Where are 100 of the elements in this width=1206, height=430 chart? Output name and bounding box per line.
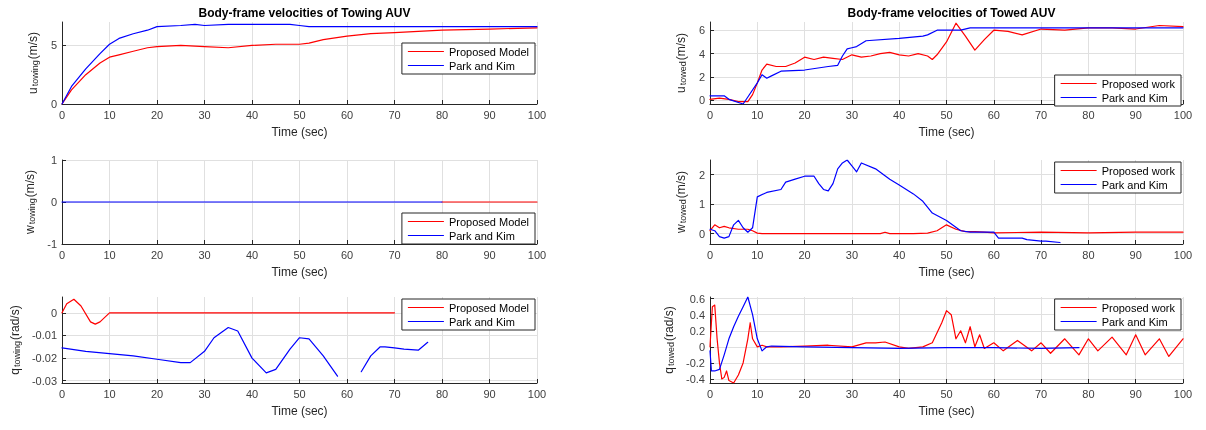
x-tick-label: 60 bbox=[340, 248, 354, 261]
legend-label: Proposed work bbox=[1101, 77, 1176, 90]
x-axis-title: Time (sec) bbox=[271, 265, 328, 279]
x-tick-label: 80 bbox=[435, 387, 449, 400]
y-tick-label: -0.02 bbox=[31, 352, 57, 365]
y-tick-label: 6 bbox=[698, 24, 705, 37]
x-tick-label: 10 bbox=[751, 248, 764, 261]
y-tick-label: 0 bbox=[50, 98, 57, 110]
x-tick-label: 80 bbox=[435, 108, 449, 121]
x-axis-title: Time (sec) bbox=[271, 125, 328, 139]
x-tick-label: 80 bbox=[1082, 248, 1095, 261]
x-tick-label: 100 bbox=[527, 108, 547, 121]
x-tick-label: 10 bbox=[103, 248, 116, 261]
legend-label: Proposed work bbox=[1101, 164, 1176, 177]
x-tick-label: 90 bbox=[1129, 387, 1142, 400]
x-tick-label: 70 bbox=[1034, 108, 1048, 121]
x-tick-label: 70 bbox=[388, 108, 401, 121]
x-tick-label: 100 bbox=[1173, 248, 1193, 261]
y-tick-label: 0 bbox=[698, 340, 705, 353]
y-tick-label: 1 bbox=[50, 154, 57, 166]
x-tick-label: 40 bbox=[893, 108, 906, 121]
line-series bbox=[709, 224, 1184, 235]
x-tick-label: 30 bbox=[198, 387, 211, 400]
legend-label: Park and Kim bbox=[1101, 178, 1168, 191]
y-axis-title: wtowing(m/s) bbox=[22, 170, 37, 235]
x-tick-label: 10 bbox=[103, 108, 116, 121]
chart-title: Body-frame velocities of Towed AUV bbox=[847, 6, 1056, 20]
x-tick-label: 50 bbox=[293, 248, 306, 261]
x-tick-label: 100 bbox=[1173, 387, 1193, 400]
y-axis-title: qtowing(rad/s) bbox=[7, 305, 22, 375]
x-axis-title: Time (sec) bbox=[918, 265, 975, 279]
x-tick-label: 10 bbox=[751, 108, 764, 121]
x-tick-label: 0 bbox=[58, 108, 66, 121]
y-tick-label: 2 bbox=[698, 71, 705, 84]
y-axis-title: utowing(m/s) bbox=[26, 31, 41, 95]
line-series bbox=[709, 296, 1080, 372]
y-axis-title: wtowed(m/s) bbox=[674, 170, 689, 235]
x-tick-label: 30 bbox=[198, 108, 211, 121]
x-tick-label: 20 bbox=[798, 248, 811, 261]
legend-label: Park and Kim bbox=[448, 229, 515, 242]
chart-title: Body-frame velocities of Towing AUV bbox=[198, 6, 411, 20]
x-tick-label: 40 bbox=[245, 387, 259, 400]
x-tick-label: 40 bbox=[893, 387, 906, 400]
x-tick-label: 70 bbox=[1034, 248, 1048, 261]
y-tick-label: -0.2 bbox=[686, 356, 705, 369]
x-tick-label: 20 bbox=[150, 108, 164, 121]
x-tick-label: 50 bbox=[293, 108, 306, 121]
x-tick-label: 90 bbox=[483, 387, 496, 400]
y-tick-label: 0.2 bbox=[689, 324, 705, 337]
legend-label: Park and Kim bbox=[448, 59, 515, 72]
x-tick-label: 10 bbox=[103, 387, 116, 400]
y-tick-label: 0 bbox=[698, 94, 705, 107]
x-tick-label: 20 bbox=[798, 108, 811, 121]
x-tick-label: 20 bbox=[798, 387, 811, 400]
x-tick-label: 100 bbox=[1173, 108, 1193, 121]
legend-label: Proposed Model bbox=[448, 215, 529, 228]
x-tick-label: 80 bbox=[435, 248, 449, 261]
y-tick-label: 0 bbox=[698, 227, 705, 240]
x-tick-label: 70 bbox=[388, 248, 401, 261]
x-tick-label: 0 bbox=[58, 248, 66, 261]
x-tick-label: 60 bbox=[340, 387, 354, 400]
y-tick-label: 0 bbox=[50, 306, 57, 319]
y-tick-label: -0.4 bbox=[686, 372, 705, 385]
x-tick-label: 70 bbox=[388, 387, 401, 400]
y-tick-label: 4 bbox=[698, 47, 705, 60]
x-tick-label: 0 bbox=[706, 108, 714, 121]
x-tick-label: 80 bbox=[1082, 387, 1095, 400]
y-tick-label: 0.4 bbox=[689, 308, 705, 321]
x-axis-title: Time (sec) bbox=[271, 404, 328, 418]
y-tick-label: -0.01 bbox=[31, 329, 57, 342]
x-axis-title: Time (sec) bbox=[918, 125, 975, 139]
x-axis-title: Time (sec) bbox=[918, 404, 975, 418]
legend-label: Park and Kim bbox=[448, 315, 515, 328]
x-tick-label: 40 bbox=[245, 108, 259, 121]
x-tick-label: 20 bbox=[150, 387, 164, 400]
y-tick-label: 5 bbox=[50, 39, 57, 52]
y-tick-label: 1 bbox=[698, 198, 705, 211]
x-tick-label: 20 bbox=[150, 248, 164, 261]
x-tick-label: 90 bbox=[1129, 108, 1142, 121]
y-axis-title: qtowed(rad/s) bbox=[661, 306, 676, 374]
x-tick-label: 30 bbox=[845, 387, 859, 400]
y-tick-label: 0.6 bbox=[689, 292, 705, 305]
x-tick-label: 60 bbox=[340, 108, 354, 121]
x-tick-label: 50 bbox=[940, 108, 953, 121]
x-tick-label: 60 bbox=[987, 387, 1000, 400]
legend-label: Park and Kim bbox=[1101, 315, 1168, 328]
y-tick-label: 0 bbox=[50, 196, 57, 208]
x-tick-label: 80 bbox=[1082, 108, 1095, 121]
x-tick-label: 50 bbox=[940, 248, 953, 261]
x-tick-label: 60 bbox=[987, 108, 1000, 121]
legend-label: Proposed Model bbox=[448, 301, 529, 314]
line-series bbox=[709, 159, 1061, 244]
x-tick-label: 0 bbox=[58, 387, 66, 400]
x-tick-label: 50 bbox=[940, 387, 953, 400]
y-tick-label: 2 bbox=[698, 168, 705, 181]
x-tick-label: 30 bbox=[845, 248, 859, 261]
x-tick-label: 0 bbox=[706, 248, 714, 261]
x-tick-label: 90 bbox=[483, 248, 496, 261]
x-tick-label: 50 bbox=[293, 387, 306, 400]
legend-label: Proposed Model bbox=[448, 45, 529, 58]
